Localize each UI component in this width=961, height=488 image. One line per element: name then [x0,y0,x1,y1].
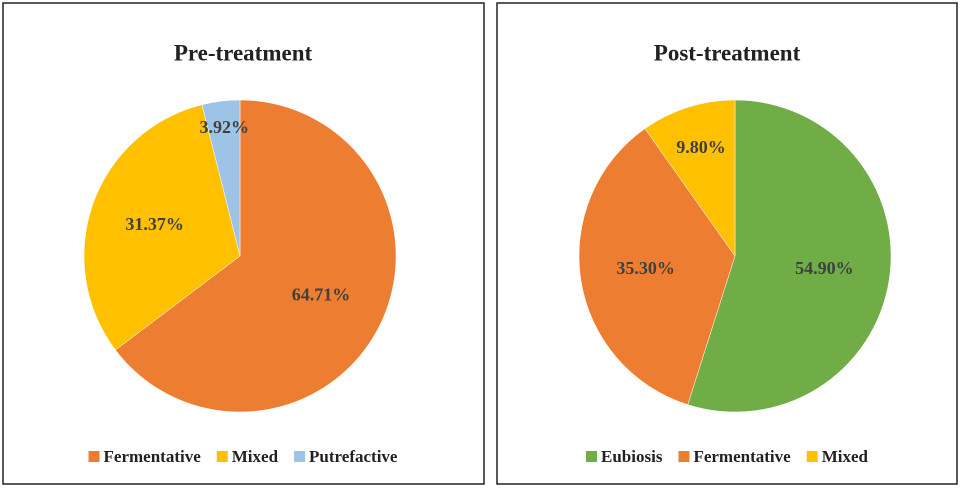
data-label: 31.37% [125,214,184,234]
data-label: 3.92% [200,117,250,137]
chart-title: Post-treatment [654,40,801,65]
data-label: 9.80% [676,137,726,157]
pie-slice [201,99,241,257]
chart-title: Pre-treatment [174,40,313,65]
legend-swatch [216,451,228,462]
legend-label: Fermentative [693,447,791,466]
data-label: 54.90% [795,258,854,278]
legend-label: Mixed [822,447,869,466]
legend-label: Mixed [232,447,279,466]
legend-swatch [88,451,100,462]
legend-swatch [294,451,306,462]
legend-label: Fermentative [104,447,202,466]
pie-slice [578,128,736,405]
pie-slice [83,104,241,351]
legend-label: Eubiosis [601,447,663,466]
pie-slice [687,99,892,413]
pie-slice [644,99,736,257]
data-label: 64.71% [292,284,351,304]
legend-swatch [586,451,598,462]
pie-slice [115,99,397,413]
data-label: 35.30% [616,258,675,278]
legend-swatch [678,451,690,462]
legend-label: Putrefactive [309,447,398,466]
legend-swatch [806,451,818,462]
